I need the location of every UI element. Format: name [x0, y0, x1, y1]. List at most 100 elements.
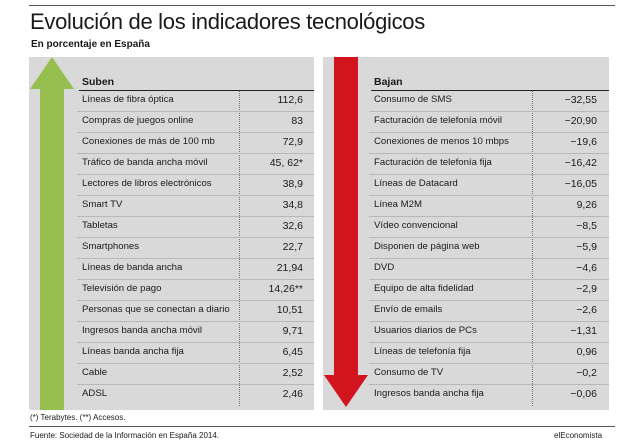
bajan-row: Usuarios diarios de PCs −1,31 [369, 322, 609, 343]
suben-row-value: 83 [291, 115, 303, 127]
bajan-row-value: −5,9 [576, 241, 597, 253]
source-note: Fuente: Sociedad de la Información en Es… [30, 431, 220, 440]
suben-rows: Líneas de fibra óptica 112,6 Compras de ju… [77, 91, 314, 406]
suben-row: Compras de juegos online 83 [77, 112, 314, 133]
bajan-row-label: Vídeo convencional [374, 220, 458, 231]
bajan-row: Ingresos banda ancha fija −0,06 [369, 385, 609, 406]
bajan-row-label: Ingresos banda ancha fija [374, 388, 484, 399]
suben-row-value: 10,51 [276, 304, 303, 316]
bajan-rows: Consumo de SMS −32,55 Facturación de telef… [369, 91, 609, 406]
bajan-row-value: −16,42 [564, 157, 597, 169]
suben-row-label: Cable [82, 367, 108, 378]
bajan-row: DVD −4,6 [369, 259, 609, 280]
suben-row: Cable 2,52 [77, 364, 314, 385]
suben-row: Líneas banda ancha fija 6,45 [77, 343, 314, 364]
suben-row: Smartphones 22,7 [77, 238, 314, 259]
top-rule [29, 5, 615, 6]
suben-row-value: 14,26** [268, 283, 303, 295]
bajan-row: Facturación de telefonía fija −16,42 [369, 154, 609, 175]
suben-row: Tabletas 32,6 [77, 217, 314, 238]
bajan-row-value: −32,55 [564, 94, 597, 106]
bajan-row-label: Consumo de TV [374, 367, 444, 378]
bajan-row: Disponen de página web −5,9 [369, 238, 609, 259]
bajan-row: Conexiones de menos 10 mbps −19,6 [369, 133, 609, 154]
bajan-row-label: Facturación de telefonía móvil [374, 115, 502, 126]
bajan-row-label: Conexiones de menos 10 mbps [374, 136, 509, 147]
suben-row: Tráfico de banda ancha móvil 45, 62* [77, 154, 314, 175]
suben-row-label: Personas que se conectan a diario [82, 304, 230, 315]
suben-row-label: Tabletas [82, 220, 118, 231]
bajan-row-label: Usuarios diarios de PCs [374, 325, 477, 336]
suben-row-label: Tráfico de banda ancha móvil [82, 157, 208, 168]
suben-row-label: Líneas de fibra óptica [82, 94, 174, 105]
chart-title: Evolución de los indicadores tecnológico… [30, 9, 425, 34]
suben-header-rule [79, 90, 314, 91]
bajan-row-value: −16,05 [564, 178, 597, 190]
bajan-row-value: −1,31 [570, 325, 597, 337]
bajan-row-value: −0,2 [576, 367, 597, 379]
bajan-row-value: −4,6 [576, 262, 597, 274]
suben-row: Ingresos banda ancha móvil 9,71 [77, 322, 314, 343]
bajan-row-label: Equipo de alta fidelidad [374, 283, 474, 294]
suben-row-value: 72,9 [282, 136, 303, 148]
suben-row-value: 22,7 [282, 241, 303, 253]
suben-row-value: 112,6 [277, 94, 304, 106]
bajan-row-label: Líneas de telefonía fija [374, 346, 471, 357]
bajan-row: Consumo de SMS −32,55 [369, 91, 609, 112]
suben-row-value: 38,9 [282, 178, 303, 190]
suben-row: Líneas de banda ancha 21,94 [77, 259, 314, 280]
suben-row-label: Smart TV [82, 199, 123, 210]
suben-row-label: Lectores de libros electrónicos [82, 178, 212, 189]
suben-row-label: Televisión de pago [82, 283, 162, 294]
bajan-row-value: 0,96 [576, 346, 597, 358]
suben-row: Líneas de fibra óptica 112,6 [77, 91, 314, 112]
bajan-row: Líneas de telefonía fija 0,96 [369, 343, 609, 364]
bajan-row-label: Facturación de telefonía fija [374, 157, 492, 168]
suben-panel [29, 57, 314, 410]
bajan-row-label: DVD [374, 262, 395, 273]
suben-row-value: 2,52 [282, 367, 303, 379]
bajan-row: Envío de emails −2,6 [369, 301, 609, 322]
suben-row: ADSL 2,46 [77, 385, 314, 406]
bajan-row: Líneas de Datacard −16,05 [369, 175, 609, 196]
bajan-row-label: Líneas de Datacard [374, 178, 458, 189]
suben-row: Conexiones de más de 100 mb 72,9 [77, 133, 314, 154]
suben-row: Televisión de pago 14,26** [77, 280, 314, 301]
bajan-row: Equipo de alta fidelidad −2,9 [369, 280, 609, 301]
suben-row: Personas que se conectan a diario 10,51 [77, 301, 314, 322]
bajan-row-value: −20,90 [564, 115, 597, 127]
suben-row-label: Ingresos banda ancha móvil [82, 325, 202, 336]
bajan-row: Facturación de telefonía móvil −20,90 [369, 112, 609, 133]
suben-row-label: Compras de juegos online [82, 115, 194, 126]
suben-row-value: 6,45 [282, 346, 303, 358]
suben-row: Smart TV 34,8 [77, 196, 314, 217]
suben-row-label: ADSL [82, 388, 108, 399]
bajan-header: Bajan [374, 76, 403, 88]
bajan-row-value: −8,5 [576, 220, 597, 232]
suben-row-label: Líneas de banda ancha [82, 262, 183, 273]
suben-row-value: 34,8 [282, 199, 303, 211]
footnote: (*) Terabytes. (**) Accesos. [30, 413, 126, 422]
brand-logo: elEconomista [554, 431, 603, 440]
suben-row: Lectores de libros electrónicos 38,9 [77, 175, 314, 196]
bajan-row: Vídeo convencional −8,5 [369, 217, 609, 238]
bajan-row-value: 9,26 [576, 199, 597, 211]
suben-row-value: 2,46 [282, 388, 303, 400]
bajan-row-value: −2,6 [576, 304, 597, 316]
bajan-row-label: Línea M2M [374, 199, 422, 210]
suben-header: Suben [82, 76, 115, 88]
up-arrow-icon [30, 57, 74, 410]
suben-row-label: Smartphones [82, 241, 140, 252]
bajan-row-label: Disponen de página web [374, 241, 480, 252]
bajan-divider [532, 91, 533, 406]
suben-divider [239, 91, 240, 406]
suben-row-value: 45, 62* [269, 157, 303, 169]
bajan-panel [323, 57, 609, 410]
bajan-row-value: −0,06 [570, 388, 597, 400]
bajan-row-value: −19,6 [570, 136, 597, 148]
suben-row-label: Líneas banda ancha fija [82, 346, 184, 357]
chart-subtitle: En porcentaje en España [31, 39, 150, 50]
down-arrow-icon [324, 57, 368, 407]
suben-row-label: Conexiones de más de 100 mb [82, 136, 215, 147]
suben-row-value: 21,94 [276, 262, 303, 274]
